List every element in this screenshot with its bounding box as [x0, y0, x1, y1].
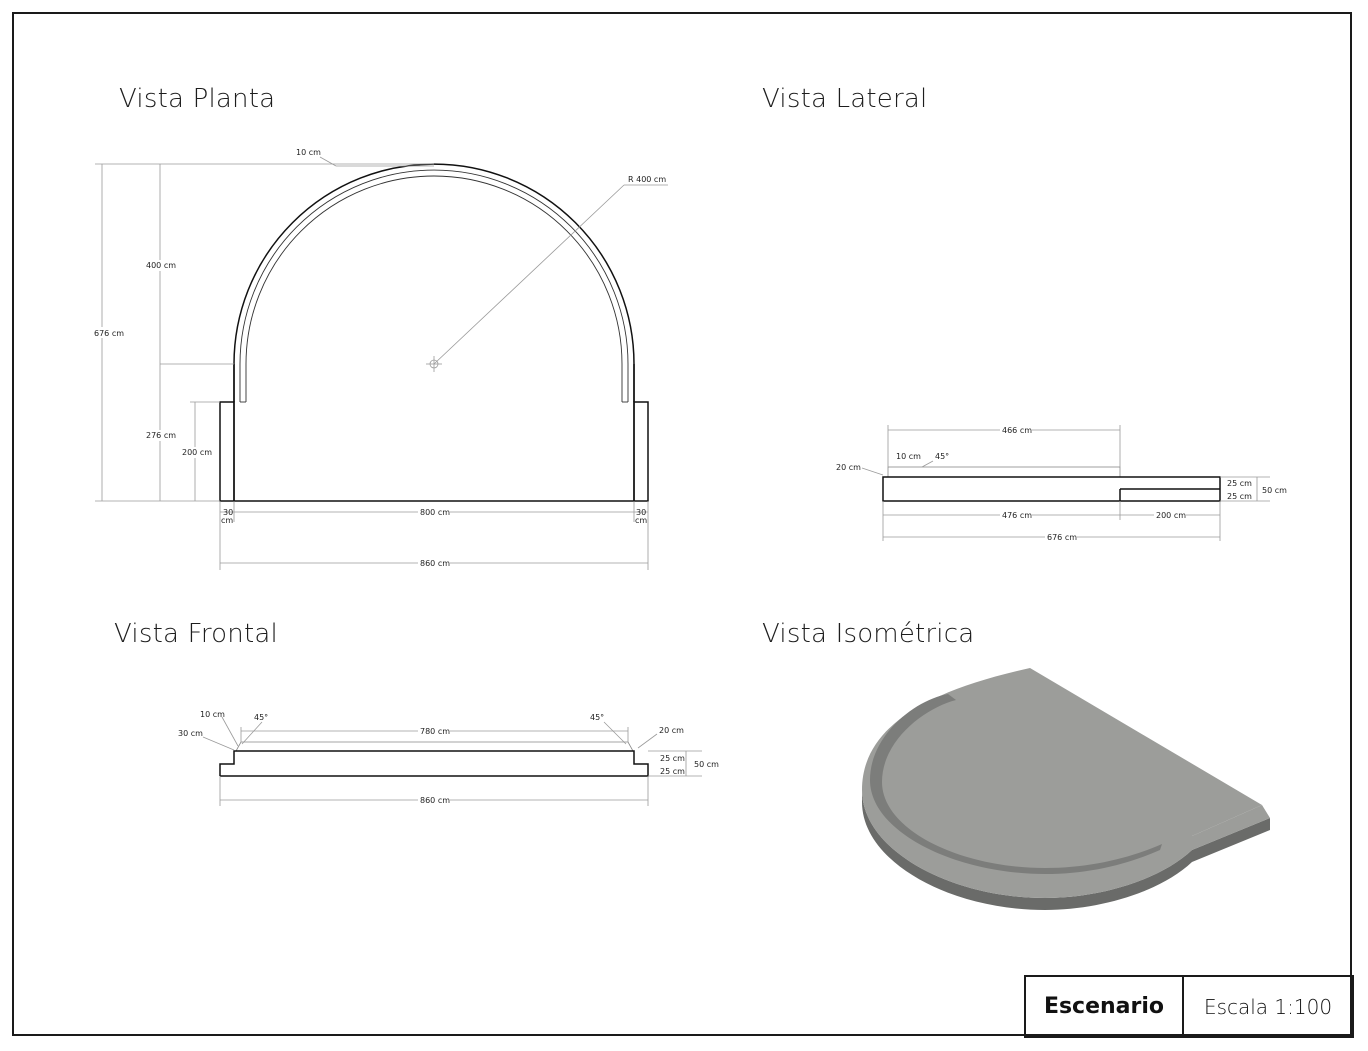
side-total-length-label: 676 cm [1047, 533, 1077, 542]
side-angle-label: 45° [935, 452, 949, 461]
front-lower-label: 25 cm [660, 767, 685, 776]
front-total-width-label: 860 cm [420, 796, 450, 805]
front-rim-label: 10 cm [200, 710, 225, 719]
side-step-label: 20 cm [836, 463, 861, 472]
plan-wing-right [633, 401, 649, 502]
front-top-width-label: 780 cm [420, 727, 450, 736]
plan-wing-right-label: 30 [636, 508, 646, 517]
plan-view-title: Vista Planta [119, 84, 276, 114]
plan-total-depth-label: 676 cm [94, 329, 124, 338]
iso-wing-side [1192, 818, 1270, 862]
side-view-title: Vista Lateral [762, 84, 928, 114]
plan-radius-label: R 400 cm [628, 175, 666, 184]
side-top-length-label: 466 cm [1002, 426, 1032, 435]
plan-radius-line [433, 184, 625, 365]
iso-wing-top [1192, 805, 1270, 850]
side-wing-length-label: 200 cm [1156, 511, 1186, 520]
plan-total-width-label: 860 cm [420, 559, 450, 568]
plan-rim-label: 10 cm [296, 148, 321, 157]
iso-view-title: Vista Isométrica [762, 619, 975, 649]
iso-rim-band [870, 694, 1162, 874]
side-rim-label: 10 cm [896, 452, 921, 461]
plan-rectangle [233, 364, 635, 502]
iso-base-side [862, 790, 1192, 910]
plan-view: R 400 cm 10 cm 676 cm 400 cm 276 cm 200 … [92, 148, 668, 570]
sheet-border [12, 12, 1352, 1036]
side-lower-label: 25 cm [1227, 492, 1252, 501]
front-body [219, 750, 649, 777]
drawing-name: Escenario [1026, 977, 1184, 1036]
plan-inner-arc [245, 175, 623, 402]
iso-view [862, 668, 1270, 910]
plan-inner-width-label: 800 cm [420, 508, 450, 517]
plan-wing-right-unit: cm [635, 516, 647, 525]
plan-wing-left-unit: cm [221, 516, 233, 525]
side-top-rim [887, 466, 1121, 478]
front-upper-label: 25 cm [660, 754, 685, 763]
front-view-title: Vista Frontal [114, 619, 278, 649]
plan-rect-depth-label: 276 cm [146, 431, 176, 440]
plan-arc-height-label: 400 cm [146, 261, 176, 270]
plan-rim-arc [239, 169, 629, 402]
front-angle-right: 45° [590, 713, 604, 722]
front-view: 780 cm 45° 45° 10 cm 30 cm 20 cm 25 cm 2… [178, 710, 719, 806]
side-main-length-label: 476 cm [1002, 511, 1032, 520]
drawing-scale: Escala 1:100 [1203, 994, 1333, 1019]
side-total-height-label: 50 cm [1262, 486, 1287, 495]
front-total-height-label: 50 cm [694, 760, 719, 769]
front-step-label: 20 cm [659, 726, 684, 735]
title-block: Escenario Escala 1:100 [1024, 975, 1354, 1038]
side-view: 466 cm 10 cm 45° 20 cm 25 cm 25 cm 50 cm… [836, 425, 1287, 543]
plan-wing-left [219, 401, 235, 502]
plan-wing-left-label: 30 [223, 508, 233, 517]
front-angle-left: 45° [254, 713, 268, 722]
side-upper-label: 25 cm [1227, 479, 1252, 488]
iso-top-surface [862, 668, 1262, 898]
plan-wing-depth-label: 200 cm [182, 448, 212, 457]
front-top-rim [235, 741, 634, 752]
front-side-offset-label: 30 cm [178, 729, 203, 738]
